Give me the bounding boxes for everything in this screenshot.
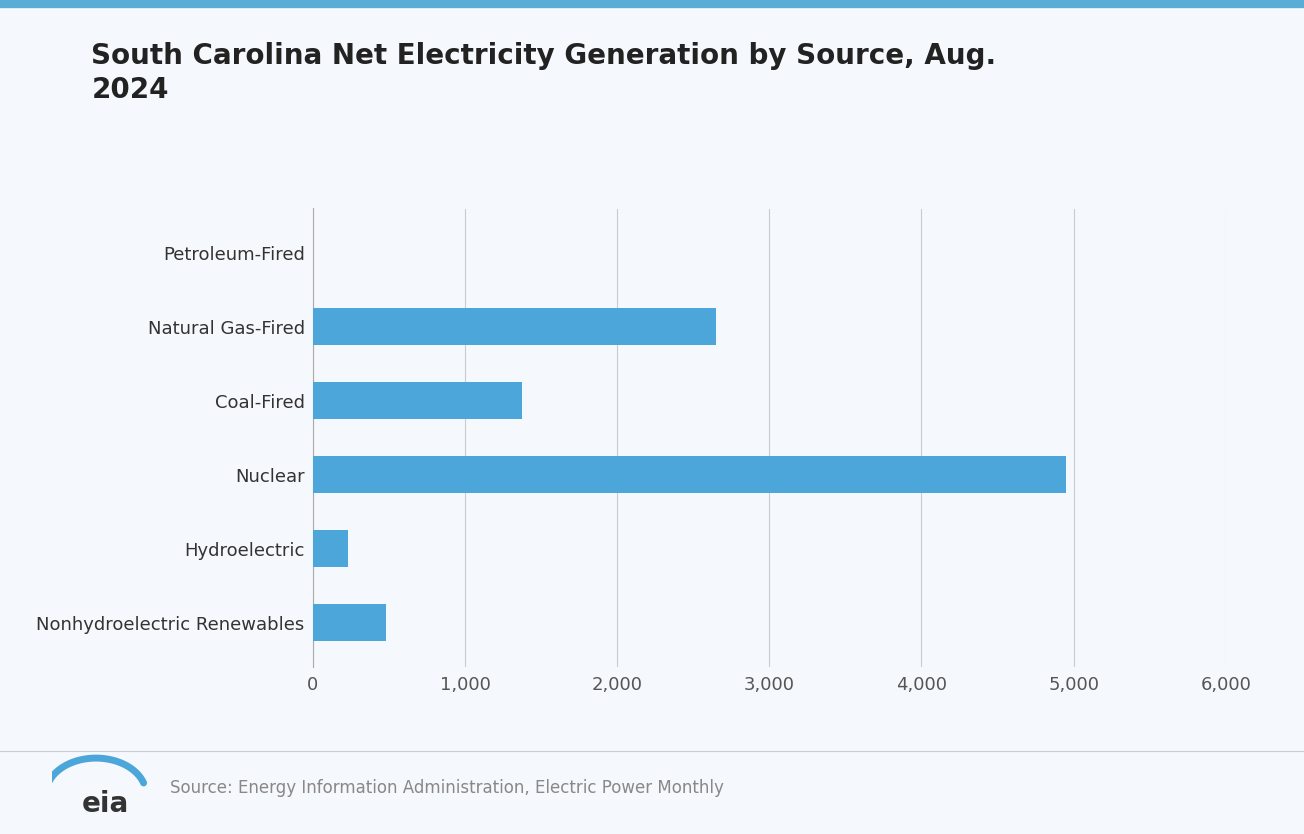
Bar [313, 605, 386, 641]
Bar [313, 530, 348, 567]
Bar [313, 309, 716, 345]
Bar [313, 382, 522, 420]
Bar [313, 456, 1067, 494]
Text: eia: eia [81, 790, 129, 818]
Text: Source: Energy Information Administration, Electric Power Monthly: Source: Energy Information Administratio… [170, 779, 724, 797]
Text: South Carolina Net Electricity Generation by Source, Aug.
2024: South Carolina Net Electricity Generatio… [91, 42, 996, 104]
